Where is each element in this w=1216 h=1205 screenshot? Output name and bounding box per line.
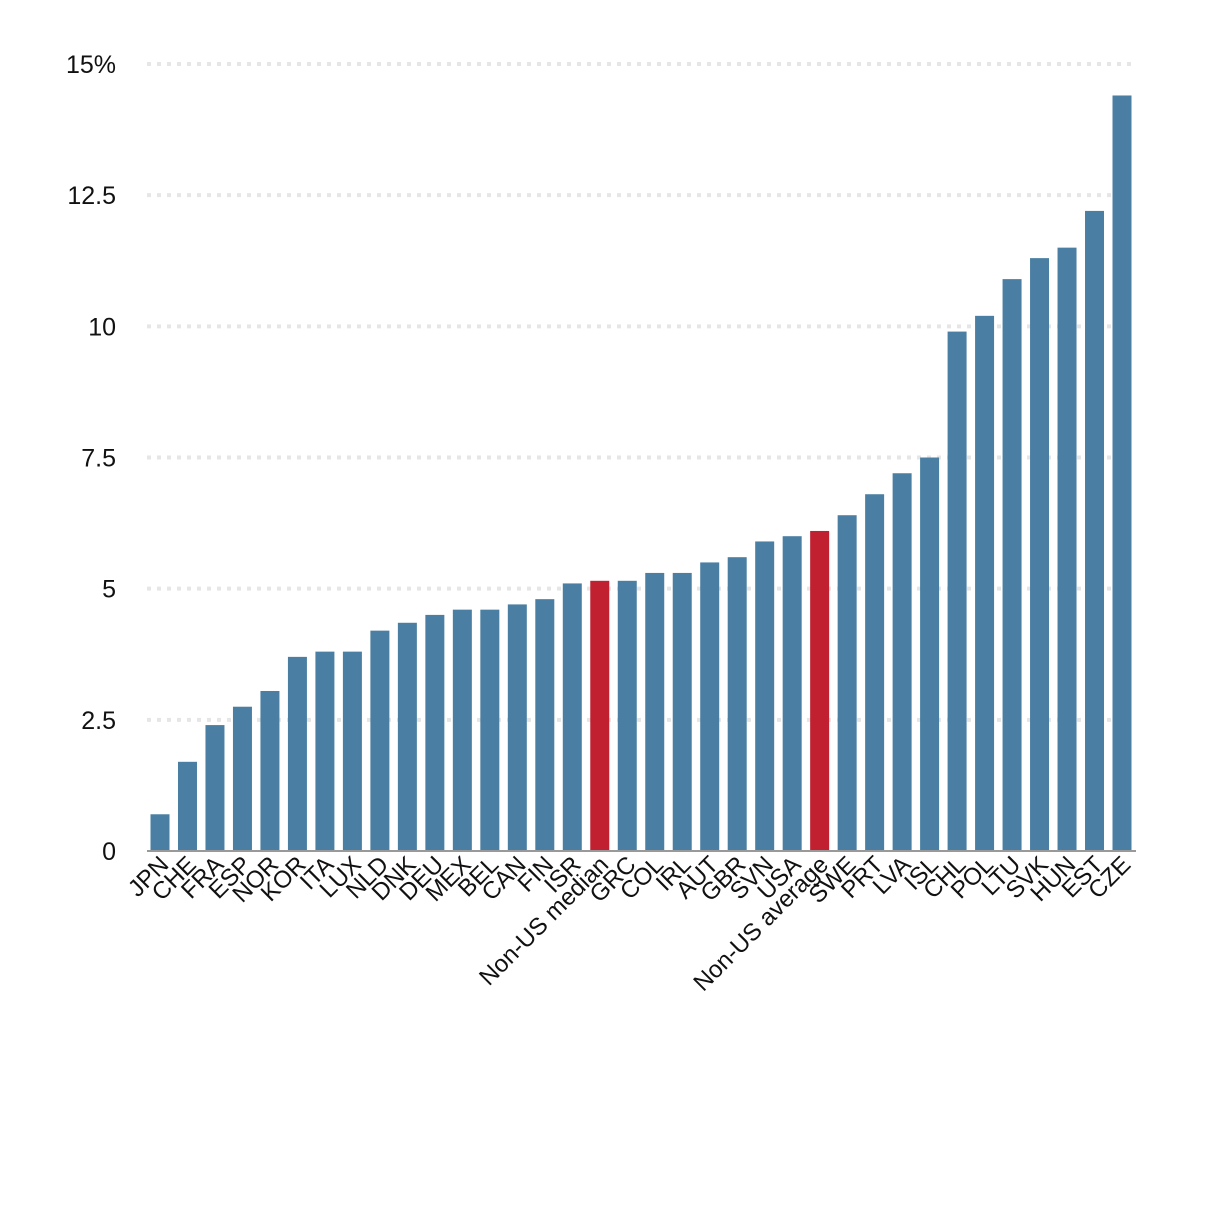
bar-gbr <box>727 557 747 851</box>
bar-swe <box>837 515 857 851</box>
bar-mex <box>452 609 472 851</box>
y-tick-label: 5 <box>102 576 116 604</box>
bar-fra <box>205 725 225 851</box>
bar-kor <box>287 656 307 851</box>
bar-lva <box>892 473 912 851</box>
bar-che <box>177 761 197 851</box>
bar-fin <box>535 599 555 851</box>
y-tick-label: 2.5 <box>81 707 116 735</box>
bar-irl <box>672 572 692 851</box>
bar-hun <box>1057 247 1077 852</box>
bar-jpn <box>150 814 170 851</box>
y-tick-label: 7.5 <box>81 445 116 473</box>
bar-usa <box>782 536 802 851</box>
bar-aut <box>700 562 720 851</box>
bar-est <box>1085 210 1105 851</box>
bar-non-us-median <box>590 580 610 851</box>
bar-ltu <box>1002 279 1022 851</box>
bar-lux <box>342 651 362 851</box>
bar-nor <box>260 690 280 851</box>
bar-col <box>645 572 665 851</box>
bars <box>150 95 1132 852</box>
bar-cze <box>1112 95 1132 852</box>
bar-isl <box>920 457 940 851</box>
y-tick-label: 10 <box>88 313 116 341</box>
bar-non-us-average <box>810 530 830 851</box>
bar-esp <box>232 706 252 851</box>
bar-prt <box>865 494 885 851</box>
bar-pol <box>975 315 995 852</box>
y-tick-label: 15% <box>66 51 116 79</box>
y-tick-label: 0 <box>102 838 116 866</box>
y-axis-ticks: 0 2.5 5 7.5 10 12.5 15% <box>66 51 116 866</box>
y-tick-label: 12.5 <box>67 182 116 210</box>
bar-grc <box>617 580 637 851</box>
bar-svn <box>755 541 775 851</box>
bar-nld <box>370 630 390 851</box>
bar-can <box>507 604 527 851</box>
bar-deu <box>425 614 445 851</box>
bar-dnk <box>397 622 417 851</box>
bar-isr <box>562 583 582 851</box>
bar-ita <box>315 651 335 851</box>
bar-chl <box>947 331 967 852</box>
x-axis-ticks: JPNCHEFRAESPNORKORITALUXNLDDNKDEUMEXBELC… <box>123 851 1136 997</box>
bar-bel <box>480 609 500 851</box>
bar-svk <box>1030 258 1050 851</box>
